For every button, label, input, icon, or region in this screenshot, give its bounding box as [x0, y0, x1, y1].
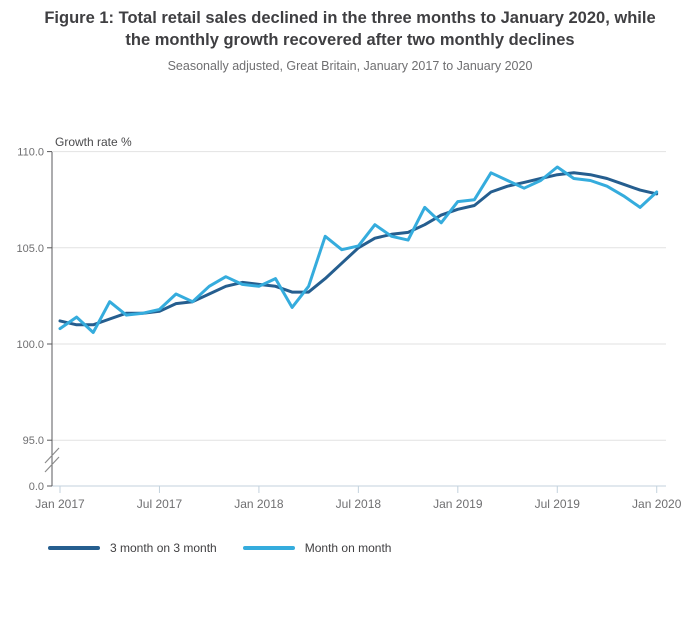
- x-tick-label: Jul 2018: [336, 497, 382, 511]
- x-tick-label: Jul 2017: [137, 497, 183, 511]
- legend-swatch-3-month-on-3-month-icon: [48, 546, 100, 550]
- x-tick-label: Jan 2017: [35, 497, 85, 511]
- axis-break-icon: [44, 447, 60, 464]
- y-tick-label: 105.0: [16, 243, 44, 255]
- x-tick-label: Jan 2019: [433, 497, 483, 511]
- y-tick-label: 0.0: [29, 481, 44, 493]
- legend-label-3-month-on-3-month: 3 month on 3 month: [110, 541, 217, 555]
- chart-subtitle: Seasonally adjusted, Great Britain, Janu…: [167, 58, 533, 73]
- line-chart: Jan 2017 Jul 2017 Jan 2018 Jul 2018 Jan 2019…: [16, 135, 682, 511]
- legend: 3 month on 3 month Month on month: [48, 541, 391, 555]
- legend-item-month-on-month: Month on month: [242, 541, 392, 555]
- series-line-3-month-on-3-month: [58, 171, 659, 327]
- y-tick-label: 95.0: [23, 435, 44, 447]
- legend-label-month-on-month: Month on month: [304, 541, 392, 555]
- chart-title: Figure 1: Total retail sales declined in…: [44, 9, 656, 49]
- legend-swatch-month-on-month-icon: [242, 546, 295, 550]
- x-tick-label: Jul 2019: [535, 497, 581, 511]
- axis-break-icon: [44, 456, 60, 473]
- series-line-month-on-month: [58, 165, 659, 334]
- legend-item-3-month-on-3-month: 3 month on 3 month: [48, 541, 217, 555]
- y-tick-label: 110.0: [17, 147, 44, 159]
- y-tick-label: 100.0: [16, 339, 44, 351]
- y-axis-title: Growth rate %: [55, 135, 132, 149]
- chart-header: Figure 1: Total retail sales declined in…: [0, 0, 700, 73]
- x-tick-label: Jan 2018: [234, 497, 284, 511]
- x-tick-label: Jan 2020: [632, 497, 682, 511]
